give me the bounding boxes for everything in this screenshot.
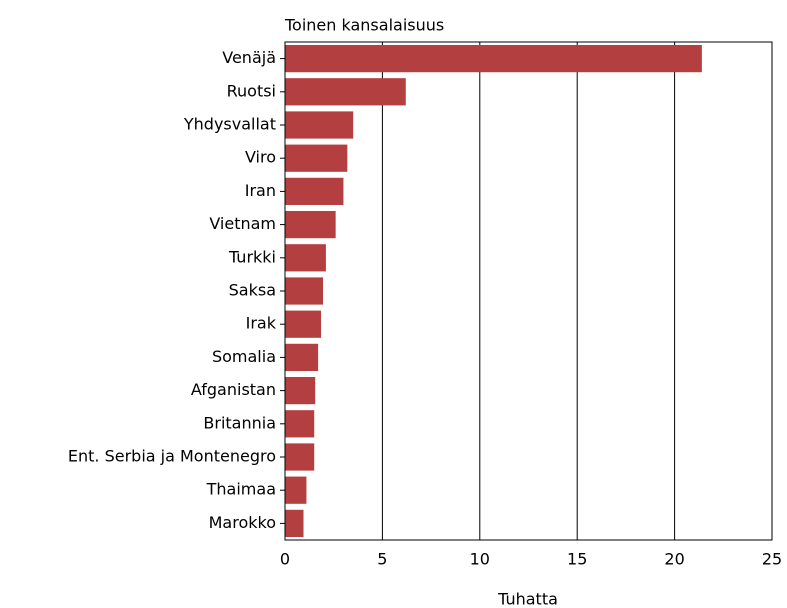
bar — [285, 476, 307, 504]
bar — [285, 410, 315, 438]
y-tick-label: Ruotsi — [227, 81, 276, 100]
y-tick-label: Ent. Serbia ja Montenegro — [68, 447, 276, 466]
x-tick-label: 20 — [664, 550, 684, 569]
bar — [285, 376, 316, 405]
y-tick-label: Marokko — [209, 513, 276, 532]
y-tick-label: Saksa — [229, 281, 276, 300]
bar — [285, 144, 348, 172]
y-tick-label: Viro — [245, 148, 276, 167]
y-tick-label: Iran — [245, 181, 276, 200]
y-tick-label: Irak — [246, 314, 277, 333]
plot-frame — [284, 41, 773, 541]
bar — [285, 177, 344, 206]
bar — [285, 509, 304, 538]
y-tick-label: Somalia — [212, 347, 276, 366]
x-tick-label: 25 — [762, 550, 782, 569]
x-tick-label: 15 — [567, 550, 587, 569]
y-tick-label: Britannia — [203, 413, 276, 432]
y-tick-label: Thaimaa — [206, 480, 276, 499]
x-axis-title: Tuhatta — [497, 590, 558, 608]
bar — [285, 111, 354, 139]
x-tick-label: 10 — [470, 550, 490, 569]
y-tick-label: Vietnam — [209, 214, 276, 233]
bar — [285, 244, 326, 272]
bar — [285, 343, 319, 372]
x-tick-label: 5 — [377, 550, 387, 569]
y-axis-title: Toinen kansalaisuus — [284, 16, 444, 35]
bar — [285, 310, 322, 338]
y-tick-label: Turkki — [228, 247, 276, 266]
bar — [285, 277, 323, 305]
bar — [285, 78, 406, 106]
y-tick-label: Yhdysvallat — [183, 115, 276, 134]
x-tick-label: 0 — [280, 550, 290, 569]
bar — [285, 443, 315, 471]
y-tick-label: Venäjä — [222, 48, 276, 67]
bar — [285, 210, 336, 239]
y-tick-label: Afganistan — [191, 380, 276, 399]
bar — [285, 44, 702, 73]
